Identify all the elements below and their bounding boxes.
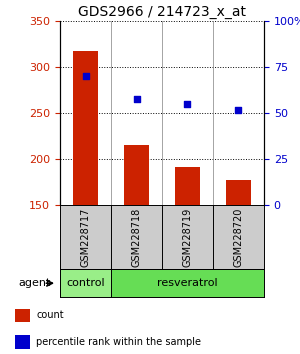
Bar [111,269,264,297]
Text: GSM228718: GSM228718 [131,207,142,267]
Bar [175,167,200,205]
Text: GSM228719: GSM228719 [182,207,193,267]
Bar [15,309,30,322]
Text: count: count [36,310,64,320]
Title: GDS2966 / 214723_x_at: GDS2966 / 214723_x_at [78,5,246,19]
Bar [15,336,30,349]
Text: GSM228720: GSM228720 [233,207,244,267]
Text: resveratrol: resveratrol [157,278,218,288]
Text: agent: agent [19,278,51,288]
Point [134,96,139,101]
Bar [60,269,111,297]
Bar [226,179,251,205]
Point [83,74,88,79]
Bar [124,145,149,205]
Text: GSM228717: GSM228717 [80,207,91,267]
Text: percentile rank within the sample: percentile rank within the sample [36,337,201,347]
Point [185,101,190,107]
Text: control: control [66,278,105,288]
Bar [73,51,98,205]
Point [236,107,241,113]
